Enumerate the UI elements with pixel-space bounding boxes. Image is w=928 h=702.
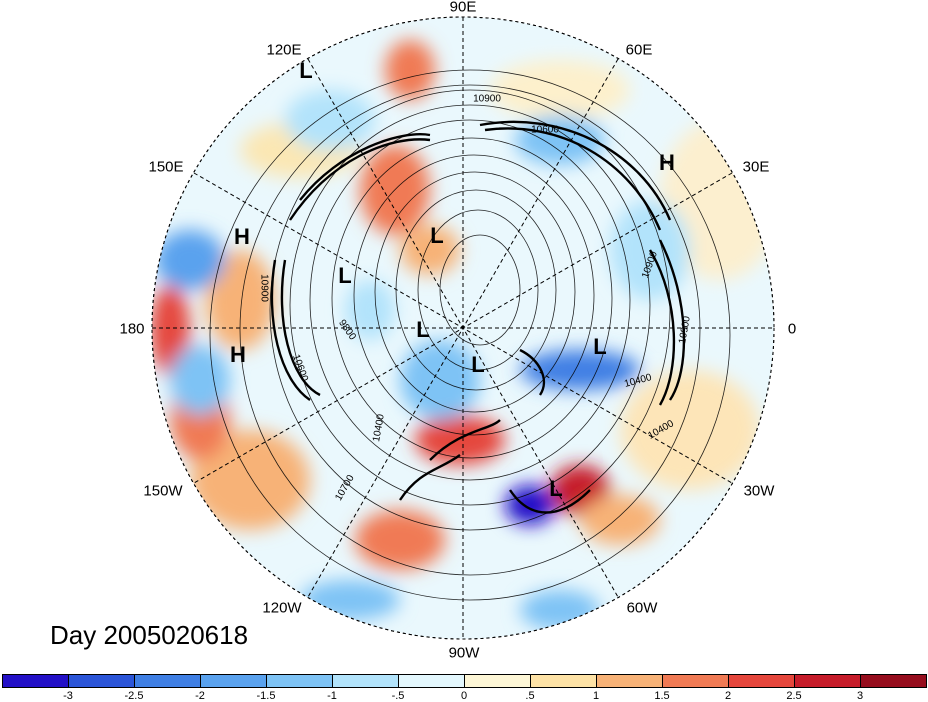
date-label: Day 2005020618 xyxy=(50,620,249,650)
lon-label-180: 180 xyxy=(119,320,145,338)
high-center: H xyxy=(659,150,675,175)
polar-map xyxy=(151,16,775,640)
colorbar: -3 -2.5 -2 -1.5 -1 -.5 0 .5 1 1.5 2 2.5 3 xyxy=(0,674,928,702)
colorbar-swatch xyxy=(728,674,795,688)
lon-label-30e: 30E xyxy=(742,158,770,176)
lon-label-60e: 60E xyxy=(625,41,653,59)
colorbar-swatch xyxy=(134,674,201,688)
lon-label-120e: 120E xyxy=(266,41,302,59)
colorbar-label: -2 xyxy=(195,690,205,702)
colorbar-label: .5 xyxy=(525,690,535,702)
colorbar-label: -.5 xyxy=(391,690,405,702)
lon-label-90w: 90W xyxy=(448,644,480,662)
colorbar-label: -1 xyxy=(327,690,337,702)
colorbar-swatch xyxy=(860,674,927,688)
low-center: L xyxy=(430,223,444,248)
low-center: L xyxy=(416,317,430,342)
low-center: L xyxy=(299,58,313,83)
lon-label-150w: 150W xyxy=(143,482,183,500)
contour-label: 10600 xyxy=(531,124,559,136)
colorbar-swatch xyxy=(332,674,399,688)
lon-label-120w: 120W xyxy=(262,599,302,617)
lon-label-30w: 30W xyxy=(743,482,775,500)
colorbar-swatch xyxy=(398,674,465,688)
colorbar-label: 3 xyxy=(856,690,864,702)
lon-label-0: 0 xyxy=(787,320,797,338)
colorbar-swatch xyxy=(530,674,597,688)
lon-label-150e: 150E xyxy=(148,158,184,176)
high-center: H xyxy=(234,224,250,249)
height-contours xyxy=(209,69,731,601)
colorbar-label: 0 xyxy=(460,690,468,702)
colorbar-label: -3 xyxy=(63,690,73,702)
colorbar-swatch xyxy=(68,674,135,688)
colorbar-label: -1.5 xyxy=(256,690,276,702)
colorbar-swatch xyxy=(266,674,333,688)
contour-label: 10900 xyxy=(258,274,270,302)
low-center: L xyxy=(549,476,563,501)
contour-label: 10900 xyxy=(473,93,501,105)
colorbar-swatch xyxy=(662,674,729,688)
colorbar-label: 2.5 xyxy=(786,690,802,702)
lon-label-60w: 60W xyxy=(626,599,658,617)
high-center: H xyxy=(230,342,246,367)
colorbar-swatch xyxy=(2,674,69,688)
colorbar-swatch xyxy=(596,674,663,688)
colorbar-label: 1 xyxy=(592,690,600,702)
low-center: L xyxy=(593,334,607,359)
lon-label-90e: 90E xyxy=(449,0,477,16)
colorbar-label: -2.5 xyxy=(124,690,144,702)
low-center: L xyxy=(471,352,485,377)
colorbar-label: 2 xyxy=(724,690,732,702)
colorbar-swatch xyxy=(464,674,531,688)
colorbar-swatch xyxy=(794,674,861,688)
colorbar-swatch xyxy=(200,674,267,688)
colorbar-label: 1.5 xyxy=(654,690,670,702)
low-center: L xyxy=(338,263,352,288)
